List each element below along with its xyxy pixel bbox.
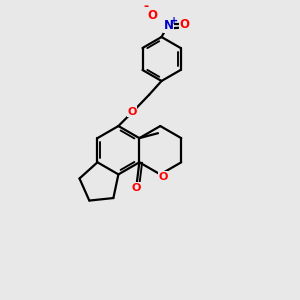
Text: O: O <box>159 172 168 182</box>
Text: O: O <box>179 18 189 32</box>
Text: O: O <box>148 8 158 22</box>
Text: O: O <box>128 107 137 117</box>
Text: O: O <box>132 183 141 193</box>
Text: N: N <box>164 19 173 32</box>
Text: +: + <box>170 16 178 26</box>
Text: -: - <box>144 0 149 13</box>
